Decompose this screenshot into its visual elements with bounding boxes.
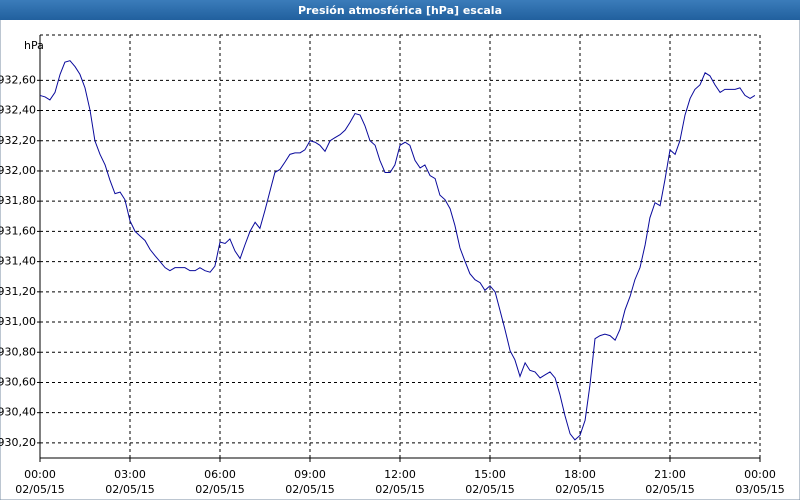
x-tick-label: 12:00 <box>384 468 416 481</box>
x-tick-date: 02/05/15 <box>645 483 694 496</box>
x-tick-label: 06:00 <box>204 468 236 481</box>
x-tick-date: 02/05/15 <box>15 483 64 496</box>
y-axis-label: hPa <box>24 39 44 52</box>
y-tick-label: 931,20 <box>0 285 36 298</box>
x-tick-date: 03/05/15 <box>735 483 784 496</box>
y-tick-label: 931,40 <box>0 255 36 268</box>
x-tick-label: 00:00 <box>24 468 56 481</box>
y-tick-label: 932,60 <box>0 73 36 86</box>
x-tick-label: 00:00 <box>744 468 776 481</box>
x-tick-label: 18:00 <box>564 468 596 481</box>
x-tick-date: 02/05/15 <box>195 483 244 496</box>
y-tick-label: 930,40 <box>0 406 36 419</box>
y-tick-label: 930,60 <box>0 375 36 388</box>
data-line <box>39 60 756 441</box>
y-tick-label: 932,00 <box>0 164 36 177</box>
y-tick-label: 932,20 <box>0 134 36 147</box>
y-tick-label: 930,20 <box>0 436 36 449</box>
chart-title: Presión atmosférica [hPa] escala <box>298 4 502 17</box>
x-tick-label: 15:00 <box>474 468 506 481</box>
x-tick-date: 02/05/15 <box>465 483 514 496</box>
x-tick-label: 09:00 <box>294 468 326 481</box>
y-tick-label: 931,00 <box>0 315 36 328</box>
x-tick-label: 03:00 <box>114 468 146 481</box>
x-tick-date: 02/05/15 <box>285 483 334 496</box>
title-bar <box>0 0 800 20</box>
y-tick-label: 930,80 <box>0 345 36 358</box>
x-tick-date: 02/05/15 <box>375 483 424 496</box>
y-tick-label: 931,80 <box>0 194 36 207</box>
y-tick-label: 931,60 <box>0 224 36 237</box>
x-tick-date: 02/05/15 <box>105 483 154 496</box>
x-tick-label: 21:00 <box>654 468 686 481</box>
y-tick-label: 932,40 <box>0 104 36 117</box>
x-tick-date: 02/05/15 <box>555 483 604 496</box>
